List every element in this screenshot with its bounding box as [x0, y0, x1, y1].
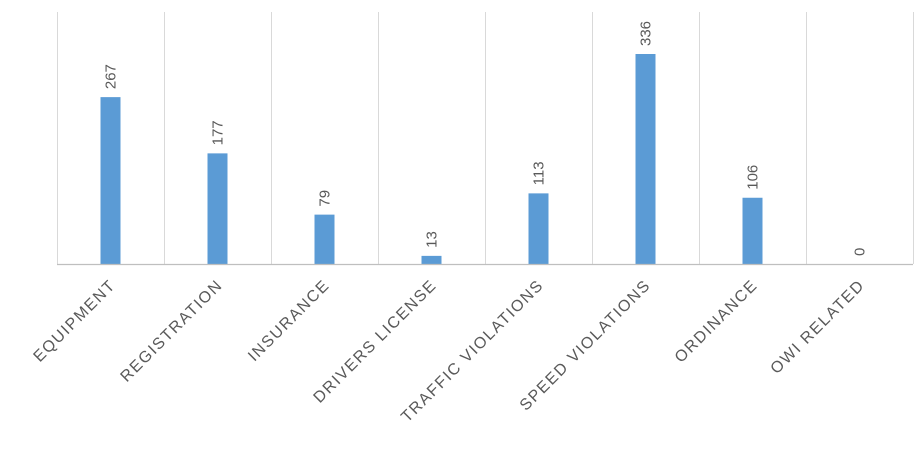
data-label: 336: [638, 21, 655, 46]
data-labels: 267 177 79 13 113 336 106 0: [103, 21, 869, 256]
category-label: ORDINANCE: [672, 277, 761, 366]
category-label: DRIVERS LICENSE: [311, 277, 441, 407]
category-label: OWI RELATED: [768, 277, 869, 378]
data-label: 113: [531, 161, 548, 185]
bar-traffic-violations: [528, 193, 549, 264]
bar-drivers-license: [421, 255, 442, 264]
bars: [100, 54, 763, 264]
bar-insurance: [314, 214, 335, 264]
bar-registration: [207, 153, 228, 264]
category-label: REGISTRATION: [118, 277, 227, 386]
gridlines: [57, 12, 914, 264]
bar-speed-violations: [635, 54, 656, 264]
data-label: 13: [424, 231, 441, 248]
category-label: EQUIPMENT: [30, 277, 119, 366]
bar-equipment: [100, 97, 121, 264]
data-label: 0: [852, 248, 869, 256]
bar-ordinance: [742, 197, 763, 264]
data-label: 177: [210, 120, 227, 145]
data-label: 79: [317, 190, 334, 207]
data-label: 267: [103, 64, 120, 89]
category-label: INSURANCE: [245, 277, 333, 365]
data-label: 106: [745, 165, 762, 190]
